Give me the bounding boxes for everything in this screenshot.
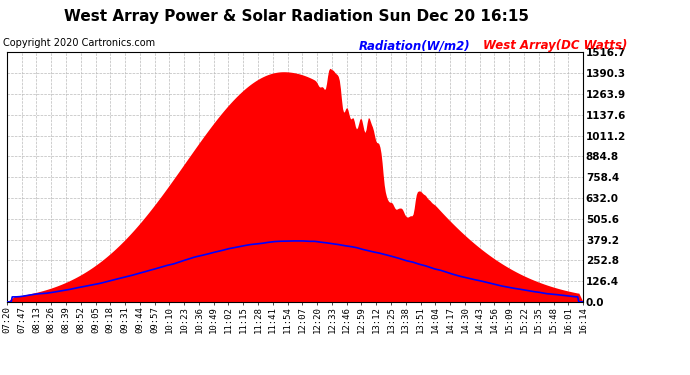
Text: West Array(DC Watts): West Array(DC Watts) [483, 39, 627, 53]
Text: Copyright 2020 Cartronics.com: Copyright 2020 Cartronics.com [3, 38, 155, 48]
Text: West Array Power & Solar Radiation Sun Dec 20 16:15: West Array Power & Solar Radiation Sun D… [64, 9, 529, 24]
Text: Radiation(W/m2): Radiation(W/m2) [359, 39, 471, 53]
